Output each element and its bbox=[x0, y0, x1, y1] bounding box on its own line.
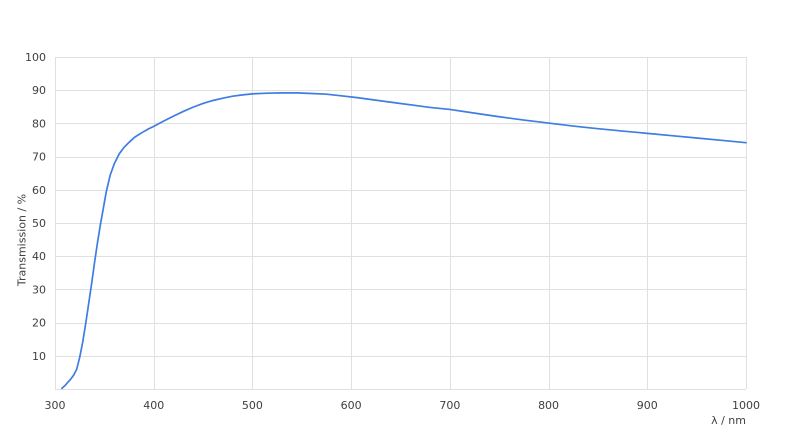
x-tick-label: 400 bbox=[143, 399, 164, 412]
x-tick-label: 300 bbox=[45, 399, 66, 412]
x-tick-label: 500 bbox=[242, 399, 263, 412]
x-tick-label: 700 bbox=[439, 399, 460, 412]
y-tick-label: 20 bbox=[32, 317, 46, 330]
y-tick-label: 60 bbox=[32, 184, 46, 197]
y-tick-label: 40 bbox=[32, 250, 46, 263]
y-tick-label: 100 bbox=[25, 51, 46, 64]
y-tick-label: 70 bbox=[32, 151, 46, 164]
x-tick-label: 600 bbox=[341, 399, 362, 412]
y-tick-label: 30 bbox=[32, 283, 46, 296]
x-tick-label: 900 bbox=[637, 399, 658, 412]
y-axis-title: Transmission / % bbox=[15, 193, 29, 287]
transmission-curve bbox=[61, 92, 747, 390]
x-tick-label: 800 bbox=[538, 399, 559, 412]
x-tick-label: 1000 bbox=[732, 399, 760, 412]
y-tick-label: 50 bbox=[32, 217, 46, 230]
y-tick-label: 90 bbox=[32, 84, 46, 97]
y-tick-label: 10 bbox=[32, 350, 46, 363]
x-axis-title: λ / nm bbox=[711, 414, 746, 427]
y-tick-label: 80 bbox=[32, 117, 46, 130]
